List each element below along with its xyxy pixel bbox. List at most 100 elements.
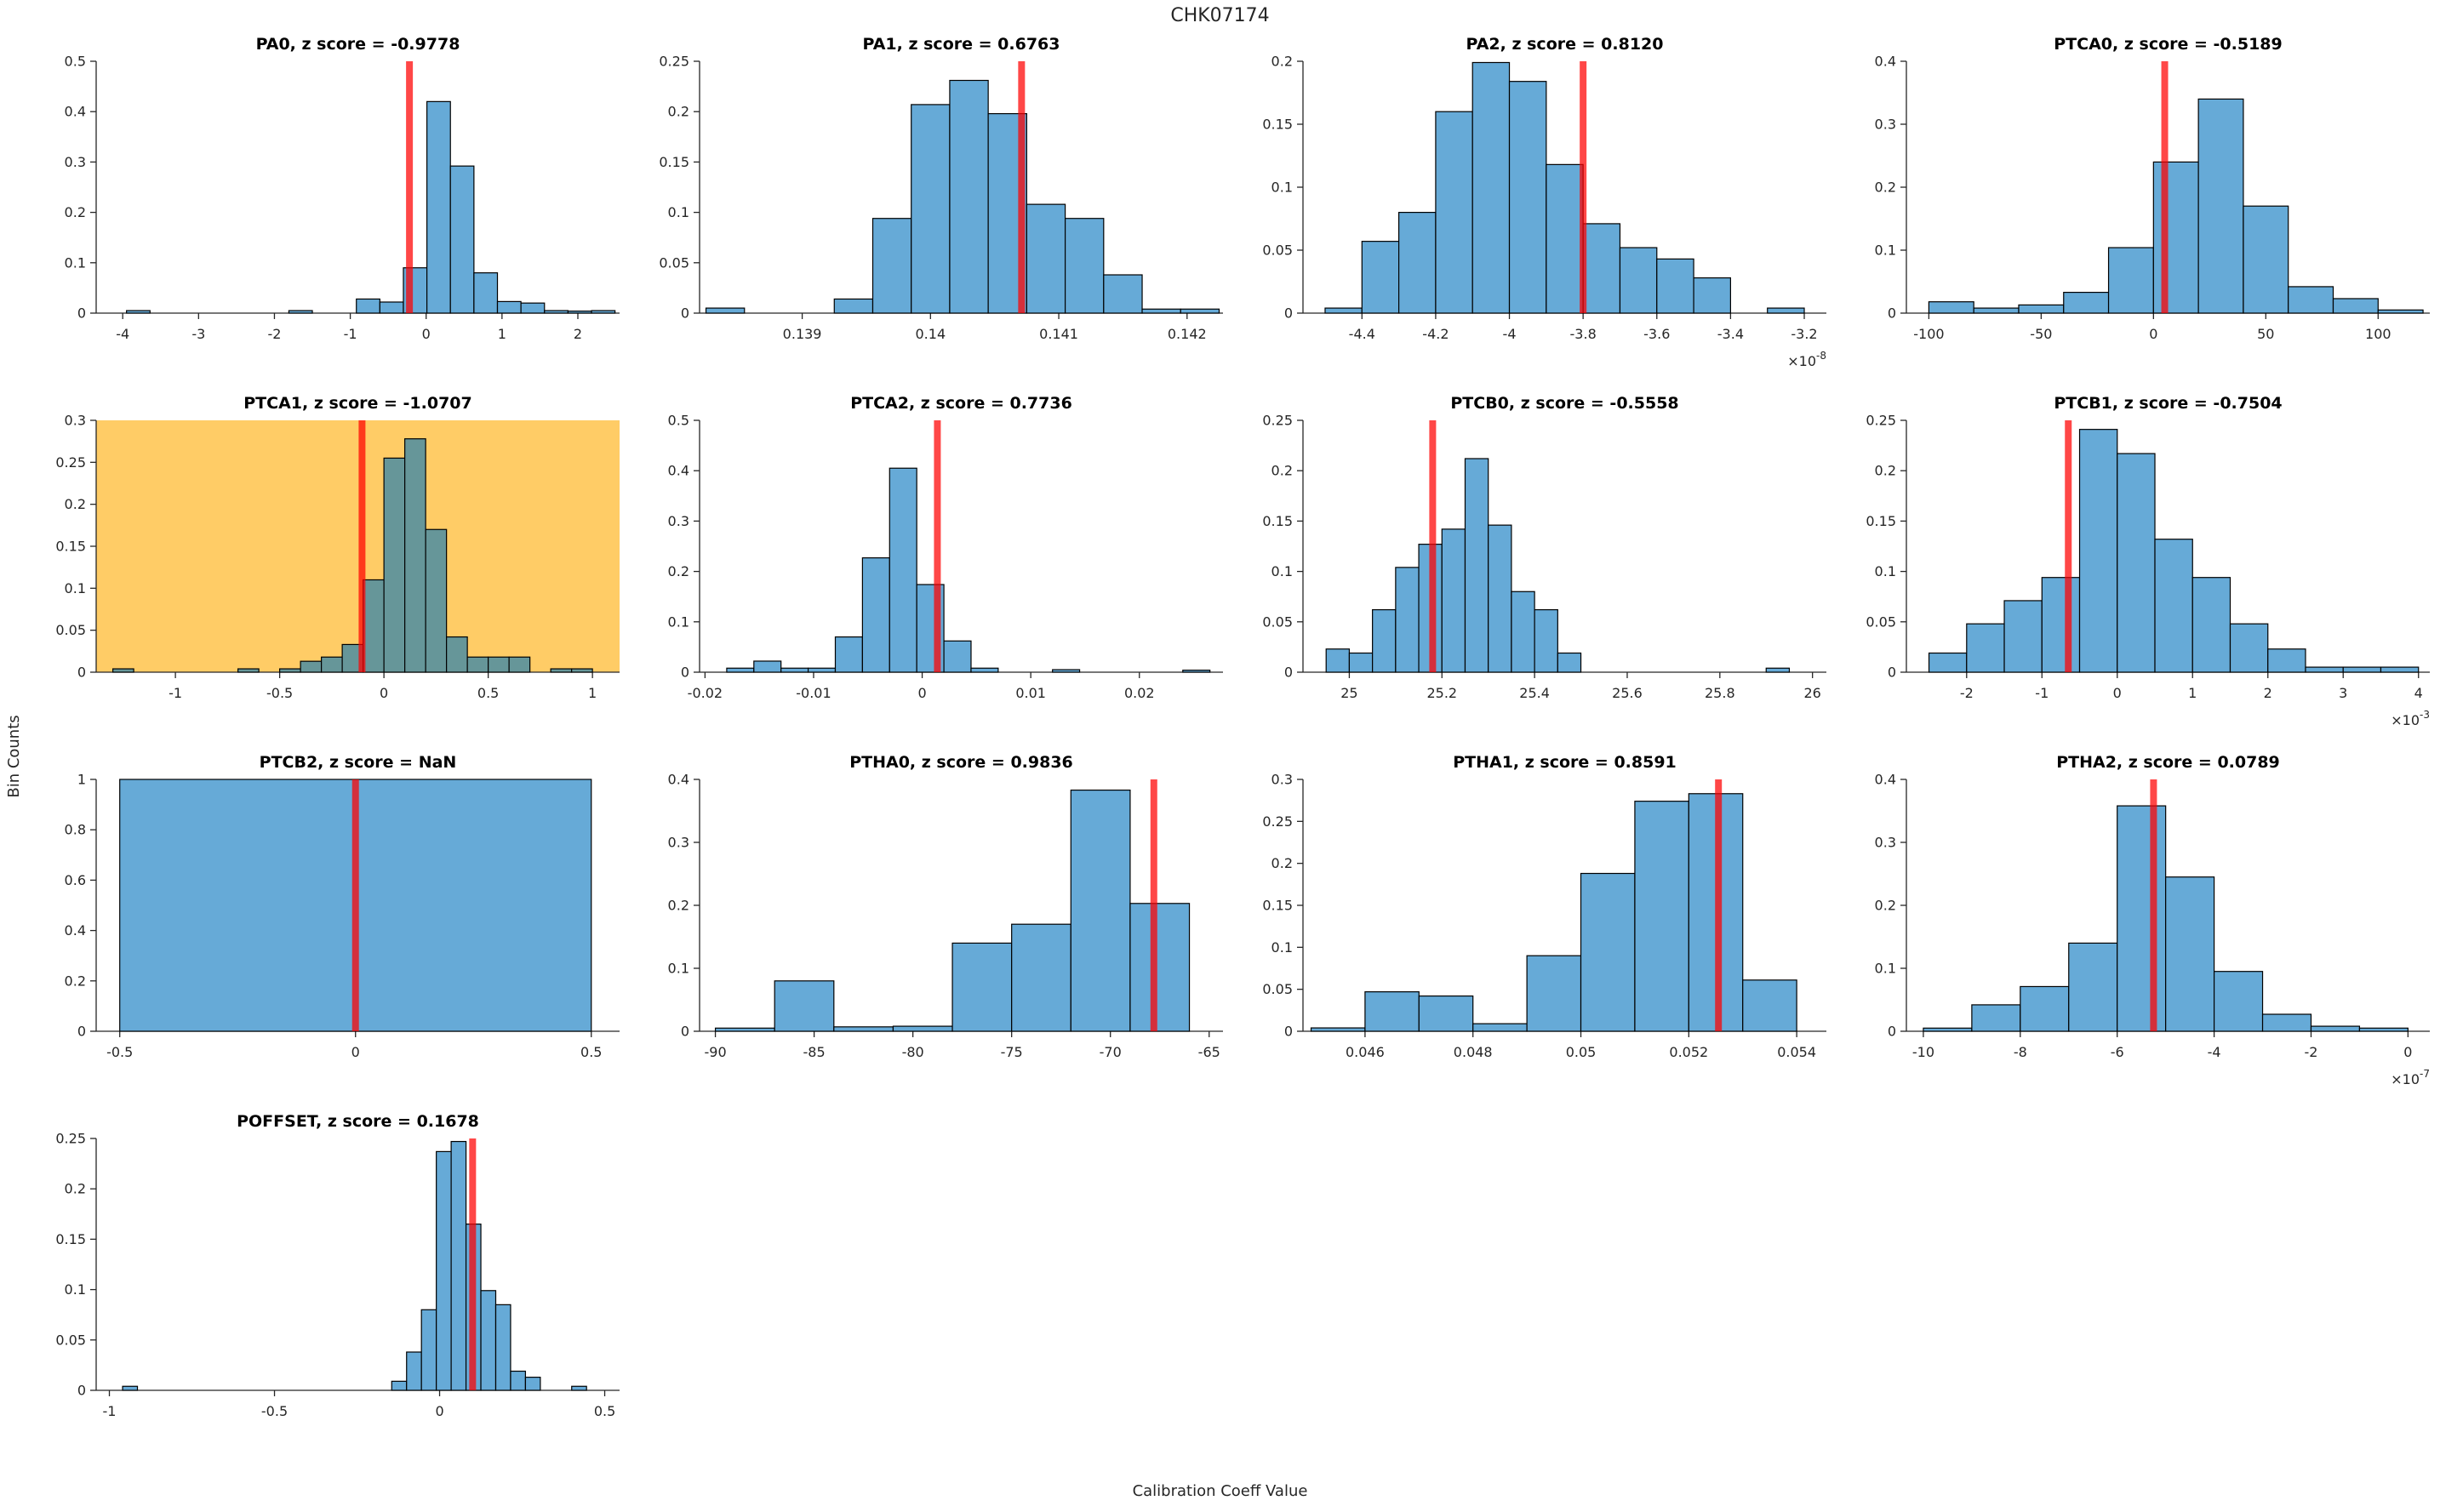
x-tick-label: -1 <box>2035 685 2049 701</box>
histogram-bar <box>1557 652 1582 673</box>
histogram-bar <box>2117 453 2156 673</box>
histogram-svg: -4.4 -4.2 -4 -3.8 -3.6 -3.4 -3.2 0 0.05 0.1 0.15 0.… <box>1262 35 1826 369</box>
x-tick-label: -4 <box>1503 326 1517 342</box>
x-tick-label: -0.02 <box>688 685 723 701</box>
subplot-title: PTCB0, z score = -0.5558 <box>1450 394 1678 413</box>
y-tick-label: 0.15 <box>1262 513 1293 529</box>
x-tick-label: -3.8 <box>1570 326 1597 342</box>
x-tick-label: 0 <box>380 685 388 701</box>
histogram-bar <box>1435 111 1473 314</box>
histogram-bar <box>488 656 510 673</box>
histogram-svg: 0.139 0.14 0.141 0.142 0 0.05 0.1 0.15 0.2 0.25 PA… <box>659 35 1223 342</box>
x-tick-label: -4.4 <box>1349 326 1375 342</box>
y-tick-label: 0.2 <box>1875 180 1896 196</box>
x-tick-label: 0.142 <box>1168 326 1207 342</box>
histogram-bar <box>2191 577 2231 673</box>
histogram-bar <box>2377 309 2424 314</box>
histogram-bar <box>1472 1023 1528 1032</box>
x-tick-label: 0.141 <box>1039 326 1078 342</box>
histogram-bar <box>391 1380 408 1391</box>
x-tick-label: 0.05 <box>1566 1044 1597 1060</box>
y-tick-label: 0.5 <box>668 413 689 429</box>
x-tick-label: 0.048 <box>1454 1044 1493 1060</box>
histogram-bar <box>1398 212 1437 314</box>
histogram-bar <box>1310 1027 1366 1032</box>
histogram-bar <box>943 640 972 673</box>
histogram-bar <box>1011 923 1071 1032</box>
y-tick-label: 0.15 <box>1866 513 1896 529</box>
x-tick-label: 0.01 <box>1015 685 1046 701</box>
x-tick-label: 25.6 <box>1612 685 1643 701</box>
histogram-bar <box>970 667 999 673</box>
x-tick-label: 25.8 <box>1705 685 1735 701</box>
y-tick-label: 0 <box>681 305 689 322</box>
x-tick-label: -0.01 <box>796 685 831 701</box>
histogram-bar <box>2243 205 2289 314</box>
histogram-bar <box>571 668 593 673</box>
subplot-PTHA0: -90 -85 -80 -75 -70 -65 0 0.1 0.2 0.3 0.4 PTHA0, z … <box>627 750 1231 1110</box>
histogram-bar <box>473 272 499 314</box>
histogram-bar <box>1361 241 1400 314</box>
x-tick-label: 3 <box>2339 685 2347 701</box>
y-tick-label: 0.2 <box>65 496 86 512</box>
y-tick-label: 0.05 <box>659 254 689 271</box>
x-axis-exponent: ×10-3 <box>2391 709 2430 728</box>
y-tick-label: 0.05 <box>55 622 86 638</box>
histogram-bar <box>2305 666 2344 673</box>
x-tick-label: -90 <box>704 1044 726 1060</box>
subplot-title: PTHA2, z score = 0.0789 <box>2056 753 2280 772</box>
histogram-bar <box>1508 81 1547 314</box>
x-tick-label: 4 <box>2414 685 2423 701</box>
y-tick-label: 0.1 <box>65 254 86 271</box>
y-tick-label: 0 <box>1284 1024 1293 1040</box>
x-tick-label: -3.4 <box>1717 326 1744 342</box>
histogram-bar <box>122 1385 139 1391</box>
x-tick-label: 0 <box>2113 685 2122 701</box>
y-tick-label: 0.6 <box>65 872 86 888</box>
histogram-bar <box>911 104 951 314</box>
y-tick-label: 0.4 <box>65 104 86 120</box>
y-tick-label: 0.1 <box>1271 180 1293 196</box>
x-tick-label: -4 <box>116 326 129 342</box>
x-tick-label: 0 <box>422 326 431 342</box>
y-tick-label: 0.2 <box>668 898 689 914</box>
histogram-bar <box>466 656 489 673</box>
histogram-svg: -10 -8 -6 -4 -2 0 0 0.1 0.2 0.3 0.4 ×10-7 PTHA2, z s… <box>1875 753 2430 1087</box>
histogram-svg: -100 -50 0 50 100 0 0.1 0.2 0.3 0.4 PTCA0, z score… <box>1875 35 2430 342</box>
histogram-bar <box>2165 876 2215 1032</box>
histogram-bar <box>1634 801 1689 1032</box>
histogram-bar <box>446 636 468 673</box>
histogram-bar <box>480 1290 497 1391</box>
x-tick-label: 0 <box>351 1044 360 1060</box>
x-tick-label: -0.5 <box>106 1044 133 1060</box>
y-tick-label: 0 <box>1284 665 1293 681</box>
histogram-bar <box>494 1304 511 1391</box>
x-tick-label: -4 <box>2208 1044 2221 1060</box>
histogram-bar <box>2213 971 2264 1032</box>
histogram-bar <box>1052 669 1081 673</box>
y-tick-label: 0.25 <box>1262 813 1293 830</box>
figure-title: CHK07174 <box>1170 5 1270 26</box>
y-tick-label: 0 <box>1284 305 1293 322</box>
y-tick-label: 0.8 <box>65 822 86 838</box>
histogram-bar <box>1348 652 1374 673</box>
histogram-bar <box>449 165 475 314</box>
y-tick-label: 0.05 <box>1866 613 1896 630</box>
y-tick-label: 0 <box>77 1024 86 1040</box>
histogram-bar <box>1767 307 1805 314</box>
y-tick-label: 0.15 <box>1262 117 1293 133</box>
histogram-bar <box>774 980 835 1032</box>
y-tick-label: 0.05 <box>55 1332 86 1348</box>
histogram-bar <box>861 557 890 673</box>
y-tick-label: 0.1 <box>668 204 689 220</box>
x-tick-label: -1 <box>103 1403 117 1419</box>
y-tick-label: 0.2 <box>65 204 86 220</box>
histogram-bar <box>705 307 746 314</box>
subplot-title: PTCA0, z score = -0.5189 <box>2054 35 2283 54</box>
x-axis-exponent: ×10-8 <box>1787 350 1826 369</box>
histogram-bar <box>1619 247 1658 314</box>
x-tick-label: -75 <box>1001 1044 1023 1060</box>
y-tick-label: 0.2 <box>668 563 689 579</box>
x-tick-label: 0.5 <box>594 1403 615 1419</box>
x-tick-label: 1 <box>588 685 597 701</box>
